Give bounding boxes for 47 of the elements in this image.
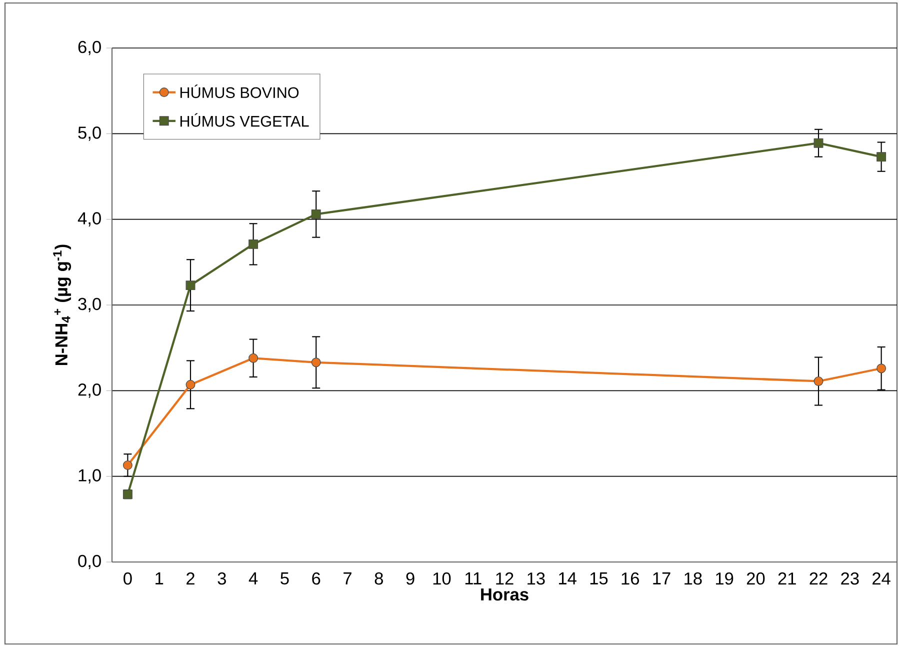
point <box>122 460 132 470</box>
x-tick-label: 15 <box>590 572 608 584</box>
point <box>311 209 321 219</box>
x-tick-label: 7 <box>344 572 352 584</box>
y-tick-label: 1,0 <box>78 469 101 484</box>
x-tick-label: 13 <box>528 572 545 585</box>
x-tick-label: 24 <box>872 572 890 585</box>
y-tick-label: 3,0 <box>78 298 101 312</box>
x-tick-label: 23 <box>841 572 859 585</box>
x-tick-label: 0 <box>124 572 132 585</box>
x-tick-label: 4 <box>248 572 258 584</box>
y-tick-label: 0,0 <box>78 554 101 570</box>
x-axis-title: Horas <box>481 588 528 601</box>
x-tick-label: 1 <box>156 572 164 584</box>
point <box>814 138 824 148</box>
y-tick-label: 2,0 <box>78 384 101 398</box>
point <box>311 358 321 368</box>
x-tick-label: 2 <box>186 572 194 585</box>
y-tick-label: 6,0 <box>78 40 101 56</box>
x-tick-label: 17 <box>653 572 670 584</box>
x-tick-label: 21 <box>778 572 796 585</box>
x-tick-label: 9 <box>406 572 414 585</box>
x-tick-label: 12 <box>496 572 514 585</box>
x-tick-label: 6 <box>312 572 320 585</box>
point <box>186 380 196 390</box>
x-tick-label: 19 <box>716 572 734 585</box>
y-tick-label: 5,0 <box>78 126 101 141</box>
point <box>876 364 886 374</box>
x-tick-label: 3 <box>218 572 226 585</box>
x-tick-label: 14 <box>558 572 576 584</box>
x-tick-label: 11 <box>465 572 482 584</box>
text: N-NH$_{4}$$^{+}$ (µg g$^{-1}$) <box>53 244 72 365</box>
x-tick-label: 5 <box>280 572 289 584</box>
x-tick-label: 20 <box>746 572 765 585</box>
point <box>248 353 258 363</box>
x-tick-label: 8 <box>374 572 383 585</box>
point <box>186 280 196 290</box>
point <box>814 376 824 386</box>
legend-label: HÚMUS BOVINO <box>180 84 299 98</box>
x-tick-label: 18 <box>684 572 702 585</box>
x-tick-label: 22 <box>810 572 828 585</box>
legend-label: HÚMUS VEGETAL <box>180 113 309 127</box>
x-tick-label: 10 <box>433 572 451 585</box>
y-tick-label: 4,0 <box>78 212 101 226</box>
point <box>876 152 886 162</box>
point <box>248 239 258 249</box>
x-tick-label: 16 <box>622 572 639 585</box>
